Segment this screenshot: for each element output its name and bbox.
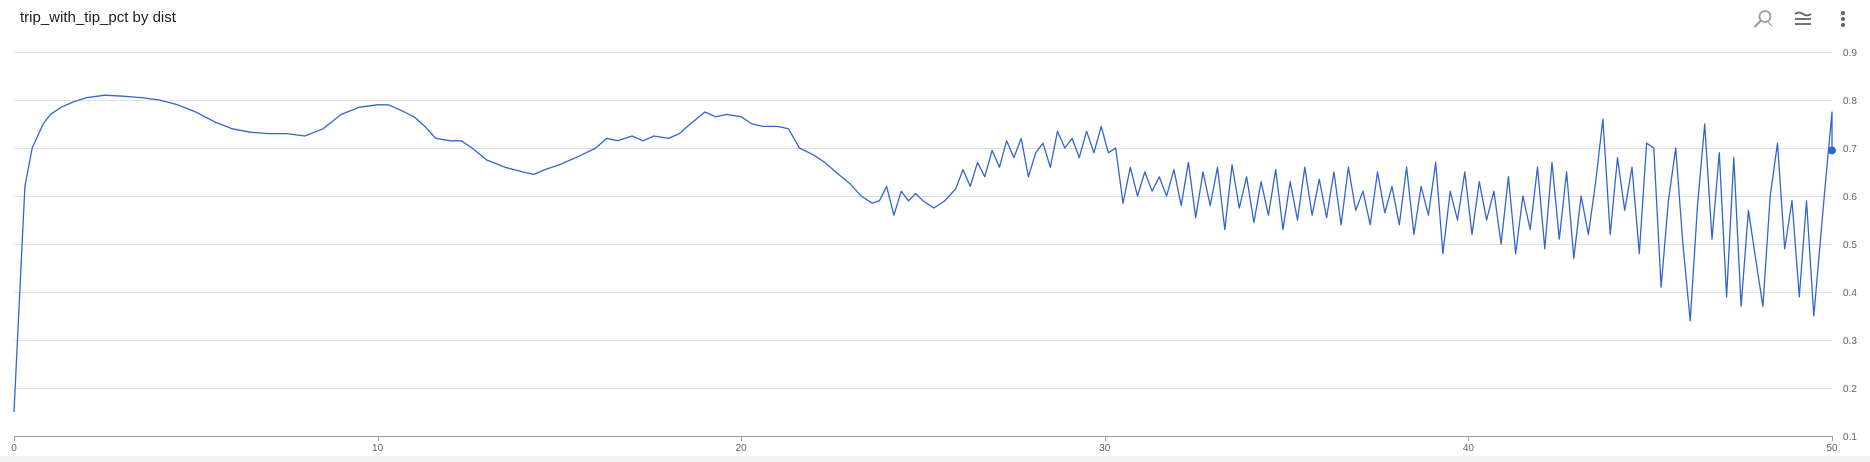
axes: 0.1 0.2 0.3 0.4 0.5 0.6 0.7 0.8 0.9 0 10 20 30 40 50 — [11, 48, 1857, 454]
y-tick-label: 0.9 — [1843, 48, 1857, 59]
last-point-marker — [1828, 146, 1836, 155]
y-tick-label: 0.3 — [1843, 336, 1857, 347]
x-tick-label: 10 — [372, 443, 384, 454]
series-line — [13, 94, 1833, 413]
more-vert-icon[interactable] — [1828, 5, 1858, 33]
zoom-icon[interactable] — [1748, 5, 1778, 33]
series-layer — [13, 94, 1836, 413]
x-tick-label: 20 — [736, 443, 748, 454]
y-tick-label: 0.4 — [1843, 288, 1857, 299]
y-tick-label: 0.5 — [1843, 240, 1857, 251]
bottom-band — [0, 456, 1870, 462]
x-tick-label: 0 — [11, 443, 17, 454]
x-tick-label: 40 — [1463, 443, 1475, 454]
series-menu-icon[interactable] — [1788, 5, 1818, 33]
x-tick-label: 30 — [1099, 443, 1111, 454]
chart-toolbar — [1738, 5, 1858, 33]
y-tick-label: 0.6 — [1843, 192, 1857, 203]
y-tick-label: 0.7 — [1843, 144, 1857, 155]
y-tick-label: 0.8 — [1843, 96, 1857, 107]
chart-title: trip_with_tip_pct by dist — [20, 9, 176, 26]
y-tick-label: 0.2 — [1843, 384, 1857, 395]
x-tick-label: 50 — [1826, 443, 1838, 454]
grid-lines — [14, 52, 1832, 389]
y-tick-label: 0.1 — [1843, 432, 1857, 443]
